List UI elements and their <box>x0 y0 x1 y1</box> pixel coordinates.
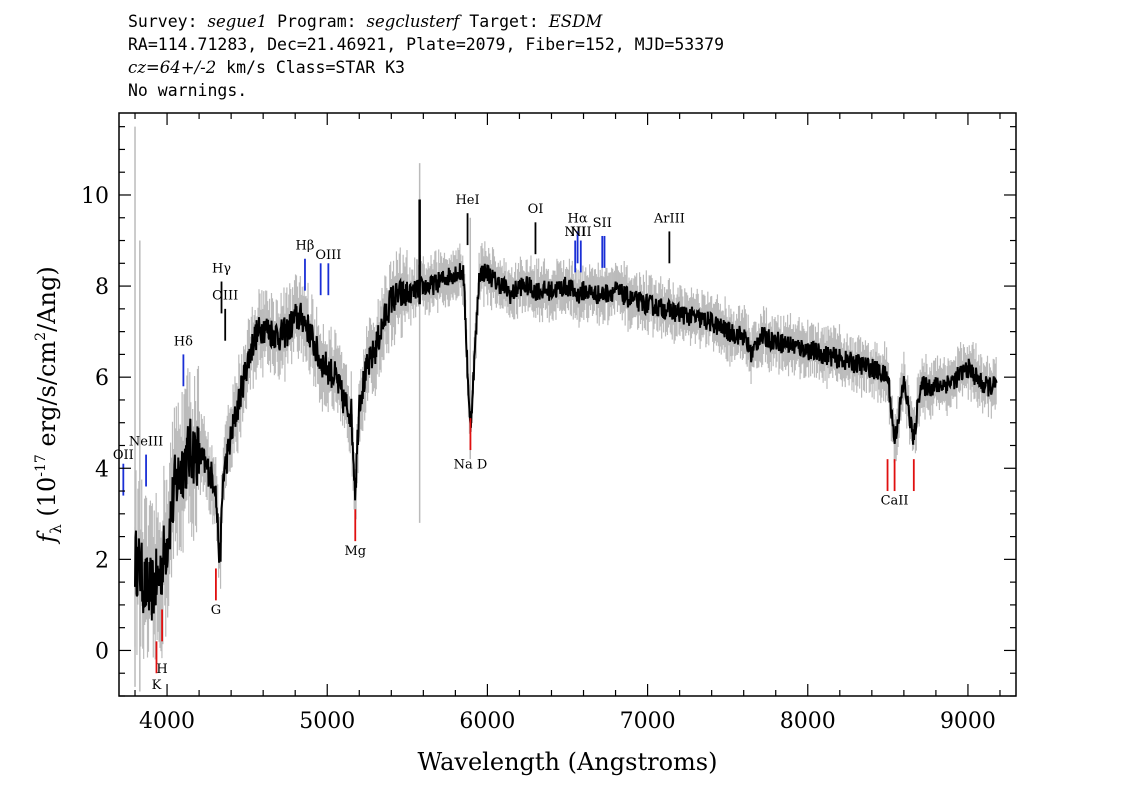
y-tick-label: 0 <box>95 639 109 664</box>
y-tick-label: 2 <box>95 548 109 573</box>
cz-value: cz=64+/-2 <box>128 58 217 77</box>
y-axis-exp2: 2 <box>33 332 49 341</box>
line-label-hα: Hα <box>568 211 588 226</box>
header-line-2: RA=114.71283, Dec=21.46921, Plate=2079, … <box>128 35 725 54</box>
plot-frame <box>118 112 1017 697</box>
line-label-mg: Mg <box>344 544 366 559</box>
x-tick-label: 9000 <box>940 709 996 734</box>
header-line-4: No warnings. <box>128 81 248 100</box>
line-label-oiii: OIII <box>212 289 238 304</box>
line-label-ariii: ArIII <box>653 211 685 226</box>
target-label: Target: <box>469 12 539 31</box>
x-tick-label: 4000 <box>139 709 195 734</box>
line-label-hγ: Hγ <box>212 261 231 276</box>
y-tick-label: 6 <box>95 366 109 391</box>
y-tick-label: 8 <box>95 275 109 300</box>
survey-value: segue1 <box>207 12 268 31</box>
flux-series <box>134 199 998 621</box>
line-label-caii: CaII <box>881 494 909 509</box>
x-tick-label: 7000 <box>620 709 676 734</box>
line-label-sii: SII <box>593 216 612 231</box>
y-axis-mid: erg/s/cm <box>33 341 61 455</box>
flux-line <box>134 263 998 621</box>
line-label-nii: NII <box>564 225 586 240</box>
axis-ticks <box>119 113 1016 697</box>
line-label-h: H <box>156 662 167 677</box>
line-label-neiii: NeIII <box>129 434 163 449</box>
line-label-hδ: Hδ <box>174 334 193 349</box>
y-axis-sub: λ <box>47 524 65 534</box>
y-tick-label: 10 <box>81 184 109 209</box>
x-axis-title: Wavelength (Angstroms) <box>418 748 718 776</box>
line-label-oi: OI <box>528 202 544 217</box>
program-label: Program: <box>277 12 357 31</box>
axis-tick-labels: 4000 5000 6000 7000 8000 9000 0 2 4 6 8 10 <box>81 184 996 734</box>
line-label-hβ: Hβ <box>296 239 315 254</box>
x-tick-label: 6000 <box>459 709 515 734</box>
line-label-oii: OII <box>113 448 134 463</box>
y-axis-pre: (10 <box>33 477 61 525</box>
header-line-1: Survey: segue1 Program: segclusterf Targ… <box>128 10 724 33</box>
y-axis-post: /Ang) <box>33 266 61 332</box>
line-label-na-d: Na D <box>454 457 488 472</box>
x-tick-label: 5000 <box>299 709 355 734</box>
error-band <box>134 126 997 692</box>
line-label-oiii: OIII <box>315 248 341 263</box>
line-label-nii: NII <box>570 225 592 240</box>
header-line-3: cz=64+/-2 km/s Class=STAR K3 <box>128 56 724 79</box>
y-tick-label: 4 <box>95 457 109 482</box>
survey-label: Survey: <box>128 12 198 31</box>
program-value: segclusterf <box>366 12 460 31</box>
y-axis-exp: -17 <box>33 454 49 477</box>
spectrum-header: Survey: segue1 Program: segclusterf Targ… <box>128 10 724 102</box>
x-tick-label: 8000 <box>780 709 836 734</box>
class-info: km/s Class=STAR K3 <box>226 58 405 77</box>
y-axis-title: fλ (10-17 erg/s/cm2/Ang) <box>33 266 65 544</box>
target-value: ESDM <box>548 12 603 31</box>
line-label-k: K <box>152 678 162 693</box>
line-label-g: G <box>211 603 221 618</box>
line-label-hei: HeI <box>455 193 479 208</box>
